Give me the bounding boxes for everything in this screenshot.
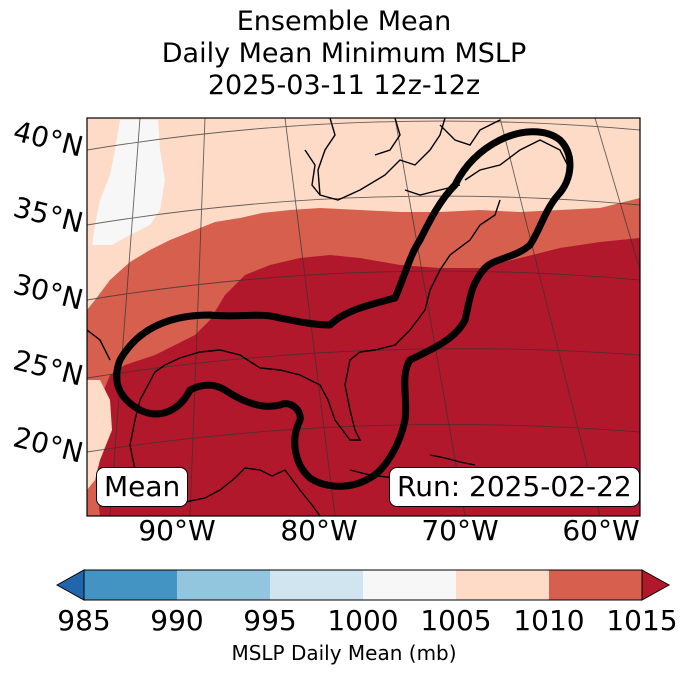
colorbar-tick: 1005: [420, 604, 492, 637]
colorbar-bin: [177, 570, 270, 600]
pressure-field-1000-1005: [92, 120, 165, 245]
colorbar-tick: 1010: [513, 604, 585, 637]
colorbar-tick: 990: [150, 604, 204, 637]
lon-label-70w: 70°W: [421, 514, 499, 547]
colorbar-bin: [456, 570, 549, 600]
colorbar-bin: [84, 570, 177, 600]
colorbar-bin: [363, 570, 456, 600]
lon-label-60w: 60°W: [562, 514, 640, 547]
colorbar-tick: 1015: [606, 604, 678, 637]
lon-label-90w: 90°W: [138, 514, 216, 547]
map-frame: [86, 117, 641, 517]
contour-1015mb: [113, 128, 574, 490]
colorbar: [55, 569, 671, 601]
mean-box: Mean: [96, 467, 189, 507]
lon-label-80w: 80°W: [280, 514, 358, 547]
graticule: [87, 118, 640, 516]
colorbar-tick: 995: [243, 604, 297, 637]
colorbar-tick: 985: [57, 604, 111, 637]
title-line-1: Ensemble Mean: [236, 6, 452, 37]
colorbar-frame: [83, 569, 643, 601]
colorbar-bin: [549, 570, 642, 600]
run-date-box: Run: 2025-02-22: [389, 467, 640, 507]
title-line-3: 2025-03-11 12z-12z: [207, 70, 481, 101]
colorbar-bin: [270, 570, 363, 600]
colorbar-extend-high: [641, 569, 671, 601]
colorbar-tick: 1000: [327, 604, 399, 637]
colorbar-extend-low: [55, 569, 85, 601]
pressure-field-1005-1010: [87, 118, 640, 490]
colorbar-label: MSLP Daily Mean (mb): [231, 641, 457, 665]
title-line-2: Daily Mean Minimum MSLP: [161, 38, 527, 69]
